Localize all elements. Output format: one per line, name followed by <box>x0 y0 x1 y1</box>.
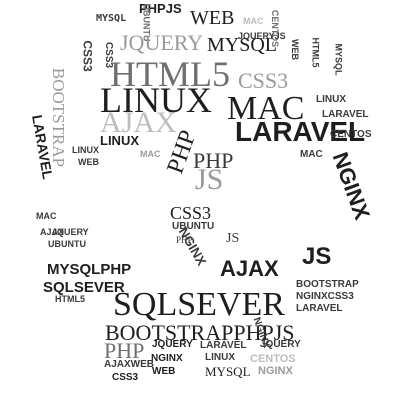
word-js-right: JS <box>302 243 332 270</box>
word-nginx-bottom: NGINX <box>258 365 293 377</box>
word-laravel-right: LARAVEL <box>322 109 369 120</box>
word-ubuntu-left: UBUNTU <box>48 239 86 249</box>
word-mac-left: MAC <box>36 211 57 221</box>
word-mysql-top: MYSQL <box>96 13 127 24</box>
word-phpjs-top: PHPJS <box>139 1 182 16</box>
word-linux-small: LINUX <box>100 133 139 148</box>
word-js-small: JS <box>226 231 240 246</box>
word-web-left: WEB <box>78 157 99 167</box>
word-mac-top: MAC <box>243 16 264 26</box>
word-jquery-lower-right: JQUERY <box>260 339 301 350</box>
word-mysql-lower: MYSQL <box>205 364 251 379</box>
word-bootstrap-lower: BOOTSTRAP <box>296 279 359 290</box>
word-jquery-lower: JQUERY <box>152 339 193 350</box>
word-jquery-top: JQUERY <box>120 30 204 55</box>
word-nginx-lower: NGINX <box>151 353 183 364</box>
word-laravel-main: LARAVEL <box>235 116 366 147</box>
word-web-lower: WEB <box>152 366 176 377</box>
word-laravel-lower: LARAVEL <box>296 303 343 314</box>
word-nginxcss3: NGINXCSS3 <box>296 291 354 302</box>
word-mysql-main: MYSQL <box>207 34 278 56</box>
word-css3-vertical: CSS3 <box>80 40 95 72</box>
word-linux-right: LINUX <box>316 94 346 105</box>
word-sqlsever-small: SQLSEVER <box>43 279 125 296</box>
word-html5-left: HTML5 <box>55 294 85 304</box>
word-js-center: JS <box>195 163 224 196</box>
word-css3-upper: CSS3 <box>238 68 289 93</box>
word-centos-lower: CENTOS <box>250 353 296 365</box>
word-mac-small: MAC <box>140 149 161 159</box>
word-nginx-right: NGINX <box>327 148 375 223</box>
word-ajax-pale: AJAX <box>100 106 177 139</box>
word-mysqlphp: MYSQLPHP <box>47 261 132 278</box>
word-bootstrapphpjs: BOOTSTRAPPHPJS <box>105 320 295 345</box>
word-mac-right: MAC <box>300 149 323 160</box>
word-laravel-lower-center: LARAVEL <box>200 340 247 351</box>
word-ajaxweb: AJAXWEB <box>104 359 155 370</box>
word-ajax-left: AJAX <box>40 227 65 237</box>
word-jquery-left: JQUERY <box>52 227 89 237</box>
word-css3-lower: CSS3 <box>112 372 139 383</box>
word-css3-center: CSS3 <box>170 203 212 223</box>
word-ubuntu-center: UBUNTU <box>172 221 215 232</box>
word-php-lower: PHP <box>104 338 145 363</box>
word-ajax-main: AJAX <box>220 256 279 281</box>
word-mac-main: MAC <box>227 90 305 127</box>
word-centos-right: CENTOS <box>330 129 372 140</box>
word-linux-main: LINUX <box>100 80 212 120</box>
word-php-small: PHP <box>176 235 193 245</box>
word-web-right: WEB <box>290 39 300 60</box>
word-css3-left-rot: CSS3 <box>103 41 115 69</box>
word-html5-right: HTML5 <box>310 37 321 68</box>
word-sqlsever-main: SQLSEVER <box>113 286 285 323</box>
word-php-center: PHP <box>193 148 234 173</box>
word-mysql-right: MYSQL <box>333 43 344 76</box>
word-bootstrap-left: BOOTSTRAP <box>49 67 69 168</box>
word-jqueryjs: JQUERYJS <box>238 31 286 41</box>
word-linux-left: LINUX <box>72 145 99 155</box>
word-html5-main: HTML5 <box>110 54 230 94</box>
word-linux-lower: LINUX <box>205 352 235 363</box>
word-web-top: WEB <box>190 7 235 29</box>
